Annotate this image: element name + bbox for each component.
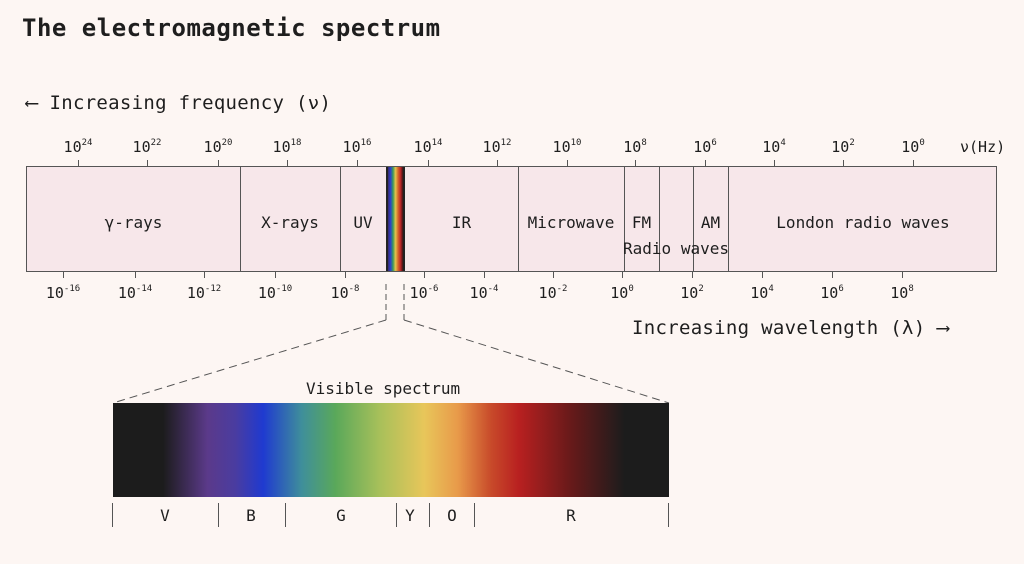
frequency-tick-label: 100 (901, 138, 925, 156)
wavelength-tick (135, 272, 136, 278)
divider (518, 167, 519, 271)
wavelength-tick (345, 272, 346, 278)
band-divider (112, 503, 113, 527)
region-xray: X-rays (261, 213, 319, 232)
wavelength-tick (762, 272, 763, 278)
band-label-b: B (246, 506, 256, 525)
band-divider (285, 503, 286, 527)
band-label-g: G (336, 506, 346, 525)
frequency-tick-label: 108 (623, 138, 647, 156)
divider (659, 167, 660, 271)
region-microwave: Microwave (527, 213, 615, 232)
band-label-y: Y (405, 506, 415, 525)
wavelength-tick-label: 10-2 (538, 284, 568, 302)
wavelength-tick-label: 10-16 (45, 284, 81, 302)
wavelength-tick (275, 272, 276, 278)
frequency-tick (635, 160, 636, 166)
wavelength-tick-label: 100 (610, 284, 634, 302)
frequency-tick-label: 1022 (132, 138, 162, 156)
frequency-tick (428, 160, 429, 166)
wavelength-tick-label: 10-8 (330, 284, 360, 302)
region-ir: IR (451, 213, 472, 232)
wavelength-tick (204, 272, 205, 278)
frequency-tick (913, 160, 914, 166)
frequency-tick-label: 1018 (272, 138, 302, 156)
region-gamma: γ-rays (104, 213, 163, 232)
region-radio: Radio waves (623, 239, 729, 258)
frequency-tick-label: 1016 (342, 138, 372, 156)
frequency-tick (774, 160, 775, 166)
wavelength-tick-label: 106 (820, 284, 844, 302)
wavelength-tick (484, 272, 485, 278)
wavelength-tick-label: 104 (750, 284, 774, 302)
wavelength-tick (622, 272, 623, 278)
wavelength-tick (424, 272, 425, 278)
frequency-tick (78, 160, 79, 166)
band-divider (429, 503, 430, 527)
frequency-tick-label: 1020 (203, 138, 233, 156)
frequency-tick (705, 160, 706, 166)
visible-spectrum-gradient (113, 403, 669, 497)
wavelength-tick-label: 10-14 (117, 284, 153, 302)
wavelength-tick (692, 272, 693, 278)
wavelength-tick (63, 272, 64, 278)
frequency-tick-label: 106 (693, 138, 717, 156)
region-london: London radio waves (776, 213, 950, 232)
region-fm: FM (631, 213, 652, 232)
frequency-tick (497, 160, 498, 166)
divider (240, 167, 241, 271)
band-label-v: V (160, 506, 170, 525)
frequency-tick-label: 102 (831, 138, 855, 156)
region-am: AM (700, 213, 721, 232)
divider (728, 167, 729, 271)
wavelength-tick-label: 10-12 (186, 284, 222, 302)
wavelength-axis-label: Increasing wavelength (λ) ⟶ (632, 317, 949, 339)
band-label-o: O (447, 506, 457, 525)
frequency-tick (567, 160, 568, 166)
frequency-tick-label: 1024 (63, 138, 93, 156)
wavelength-tick (832, 272, 833, 278)
divider (340, 167, 341, 271)
region-uv: UV (353, 213, 373, 232)
band-divider (396, 503, 397, 527)
frequency-tick-label: 1014 (413, 138, 443, 156)
visible-light-strip (386, 167, 405, 271)
frequency-tick-label: 1010 (552, 138, 582, 156)
band-divider (474, 503, 475, 527)
frequency-tick-label: 1012 (482, 138, 512, 156)
frequency-tick-label: 104 (762, 138, 786, 156)
frequency-tick (357, 160, 358, 166)
frequency-axis-label: ⟵ Increasing frequency (ν) (26, 92, 332, 114)
frequency-unit: ν(Hz) (960, 138, 1006, 156)
frequency-tick (147, 160, 148, 166)
frequency-tick (287, 160, 288, 166)
wavelength-tick-label: 108 (890, 284, 914, 302)
wavelength-tick (553, 272, 554, 278)
wavelength-tick (902, 272, 903, 278)
divider (693, 167, 694, 271)
visible-spectrum-title: Visible spectrum (306, 379, 461, 398)
page-title: The electromagnetic spectrum (22, 14, 441, 42)
wavelength-tick-label: 10-4 (469, 284, 499, 302)
band-label-r: R (566, 506, 576, 525)
spectrum-band: γ-rays X-rays UV IR Microwave FM AM Lond… (26, 166, 997, 272)
divider (624, 167, 625, 271)
band-divider (218, 503, 219, 527)
frequency-tick (218, 160, 219, 166)
wavelength-tick-label: 102 (680, 284, 704, 302)
band-divider (668, 503, 669, 527)
wavelength-tick-label: 10-10 (257, 284, 293, 302)
frequency-tick (843, 160, 844, 166)
wavelength-tick-label: 10-6 (409, 284, 439, 302)
